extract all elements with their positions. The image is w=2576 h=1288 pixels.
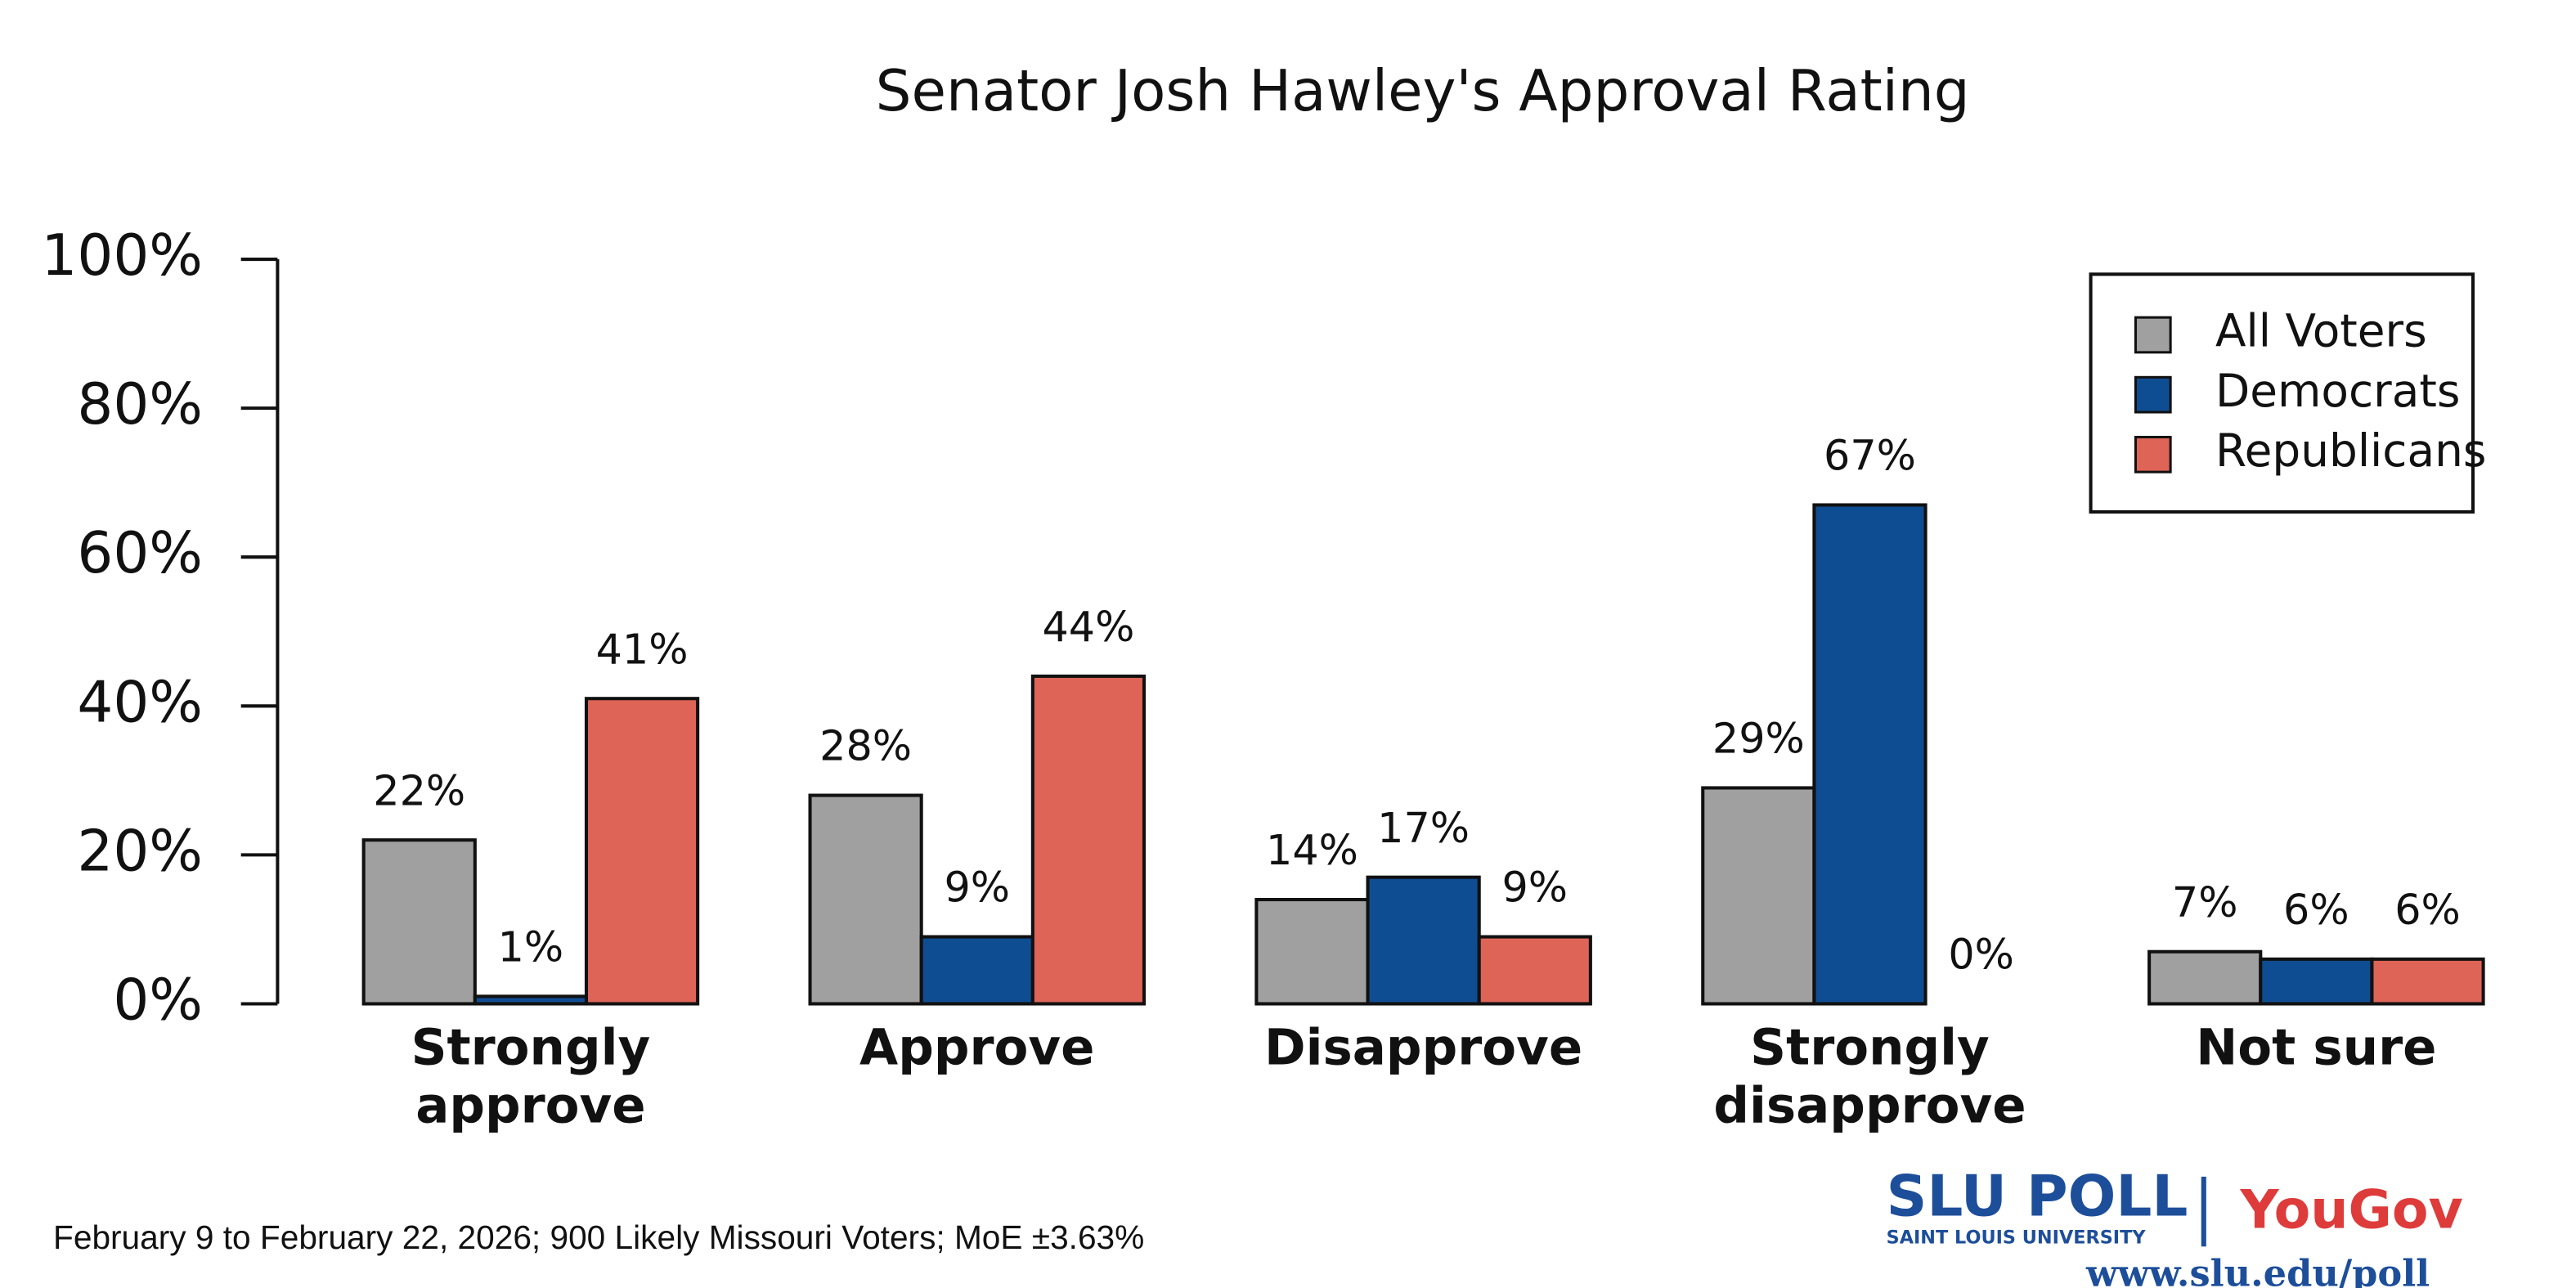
- bar: [1030, 674, 1147, 1006]
- y-tick-label: 80%: [77, 372, 203, 438]
- y-tick-label: 20%: [77, 819, 203, 884]
- bar: [2147, 949, 2263, 1006]
- value-label: 29%: [1712, 715, 1805, 763]
- bar: [919, 935, 1034, 1006]
- bar: [2370, 957, 2485, 1006]
- bar: [1701, 786, 1816, 1006]
- logo-university: SAINT LOUIS UNIVERSITY: [1887, 1227, 2147, 1249]
- y-tick-label: 60%: [77, 521, 203, 586]
- value-label: 14%: [1266, 826, 1358, 874]
- source-note: February 9 to February 22, 2026; 900 Lik…: [53, 1218, 1144, 1256]
- value-label: 28%: [819, 722, 912, 770]
- bar: [584, 697, 700, 1006]
- x-tick-label: Strongly disapprove: [1713, 1018, 2026, 1134]
- value-label: 9%: [1501, 864, 1568, 912]
- value-label: 17%: [1377, 804, 1470, 852]
- value-label: 41%: [596, 625, 689, 673]
- logo-url: www.slu.edu/poll: [2085, 1251, 2430, 1288]
- x-tick-label: Not sure: [2196, 1018, 2436, 1076]
- logo-partner: YouGov: [2239, 1180, 2462, 1241]
- y-tick-label: 40%: [77, 670, 203, 735]
- bar: [1477, 935, 1592, 1006]
- bar: [808, 793, 923, 1006]
- chart-title: Senator Josh Hawley's Approval Rating: [876, 59, 1970, 124]
- value-label: 22%: [373, 766, 465, 815]
- y-tick-label: 0%: [113, 968, 203, 1034]
- value-label: 6%: [2394, 886, 2461, 934]
- x-tick-label: Strongly approve: [411, 1018, 651, 1134]
- legend-swatch: [2134, 316, 2172, 354]
- legend-swatch: [2134, 435, 2172, 473]
- value-label: 67%: [1824, 432, 1916, 480]
- legend-label: Democrats: [2215, 365, 2460, 417]
- value-label: 44%: [1042, 603, 1134, 651]
- bar: [473, 994, 589, 1006]
- bar: [361, 838, 477, 1006]
- x-tick-label: Disapprove: [1264, 1018, 1582, 1076]
- bar: [1254, 897, 1370, 1006]
- value-label: 1%: [498, 922, 564, 971]
- value-label: 7%: [2172, 878, 2238, 927]
- legend-swatch: [2134, 375, 2172, 414]
- legend-label: All Voters: [2215, 305, 2427, 357]
- bar: [2259, 957, 2374, 1006]
- y-tick-label: 100%: [41, 223, 203, 289]
- value-label: 6%: [2283, 886, 2349, 934]
- value-label: 0%: [1948, 931, 2014, 979]
- legend-label: Republicans: [2215, 424, 2486, 477]
- bar: [1812, 503, 1928, 1006]
- value-label: 9%: [944, 864, 1010, 912]
- logo-poll: SLU POLL: [1887, 1164, 2188, 1229]
- bar: [1366, 875, 1481, 1006]
- x-tick-label: Approve: [859, 1018, 1094, 1076]
